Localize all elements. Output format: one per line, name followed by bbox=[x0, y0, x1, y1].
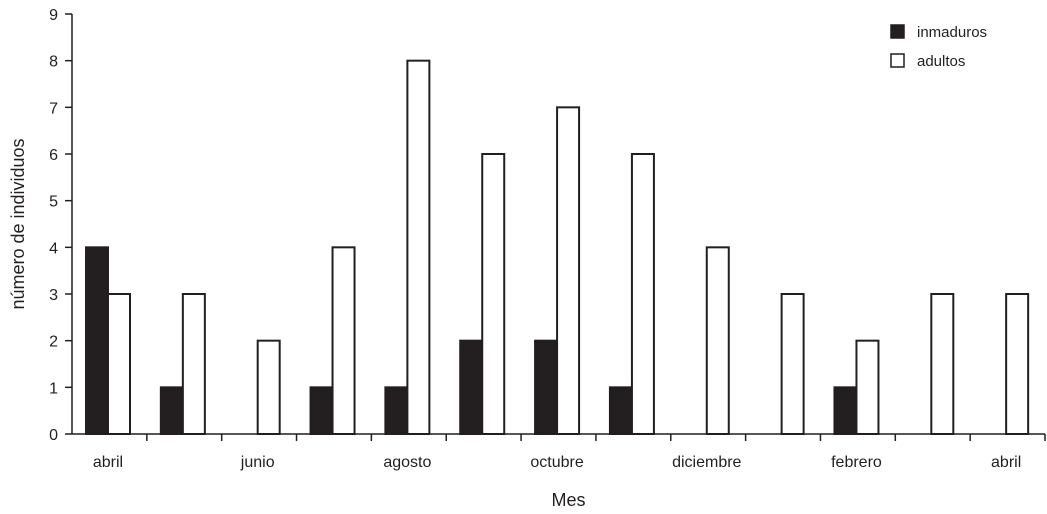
y-tick-label: 4 bbox=[49, 240, 58, 257]
y-tick-label: 5 bbox=[49, 194, 58, 211]
x-tick-label: abril bbox=[93, 454, 123, 471]
bar-adultos-9 bbox=[780, 293, 805, 435]
bar-adultos-11 bbox=[930, 293, 955, 435]
y-tick-label: 9 bbox=[49, 7, 58, 24]
y-tick-label: 1 bbox=[49, 380, 58, 397]
x-tick-label: febrero bbox=[831, 454, 882, 471]
x-tick-label: diciembre bbox=[672, 454, 741, 471]
legend-label-adultos: adultos bbox=[917, 53, 965, 70]
bar-adultos-7 bbox=[630, 153, 655, 435]
x-axis-ticks: abril junio agosto octubre diciembre febrero a… bbox=[93, 434, 1046, 471]
x-tick-label: agosto bbox=[383, 454, 431, 471]
bar-adultos-3 bbox=[331, 246, 356, 435]
legend: inmaduros adultos bbox=[890, 24, 987, 70]
y-tick-label: 6 bbox=[49, 147, 58, 164]
bar-inmaduros-0 bbox=[85, 246, 109, 435]
bar-inmaduros-3 bbox=[309, 386, 334, 436]
bar-adultos-5 bbox=[481, 153, 506, 435]
y-tick-label: 0 bbox=[49, 427, 58, 444]
bar-adultos-4 bbox=[406, 59, 431, 436]
legend-swatch-inmaduros bbox=[890, 24, 905, 39]
bars bbox=[85, 59, 1030, 436]
y-axis-title: número de individuos bbox=[8, 138, 28, 309]
x-tick-label: junio bbox=[240, 454, 275, 471]
bar-inmaduros-10 bbox=[833, 386, 858, 436]
x-axis-title: Mes bbox=[551, 490, 585, 510]
bar-adultos-2 bbox=[256, 339, 281, 435]
y-axis-ticks: 0 1 2 3 4 5 6 7 8 9 bbox=[49, 7, 72, 444]
bar-adultos-12 bbox=[1005, 293, 1030, 435]
bar-inmaduros-4 bbox=[384, 386, 409, 436]
bar-inmaduros-5 bbox=[459, 339, 484, 435]
bar-adultos-10 bbox=[855, 339, 880, 435]
bar-adultos-8 bbox=[705, 246, 730, 435]
legend-swatch-adultos bbox=[890, 53, 905, 68]
x-tick-label: abril bbox=[991, 454, 1021, 471]
bar-inmaduros-7 bbox=[608, 386, 633, 436]
bar-inmaduros-6 bbox=[534, 339, 559, 435]
x-tick-label: octubre bbox=[530, 454, 583, 471]
y-tick-label: 8 bbox=[49, 54, 58, 71]
y-tick-label: 3 bbox=[49, 287, 58, 304]
bar-adultos-0 bbox=[107, 293, 131, 435]
legend-label-inmaduros: inmaduros bbox=[917, 24, 987, 41]
bar-adultos-1 bbox=[181, 293, 206, 435]
bar-inmaduros-1 bbox=[159, 386, 184, 436]
bar-adultos-6 bbox=[556, 106, 581, 435]
y-tick-label: 7 bbox=[49, 100, 58, 117]
y-tick-label: 2 bbox=[49, 334, 58, 351]
